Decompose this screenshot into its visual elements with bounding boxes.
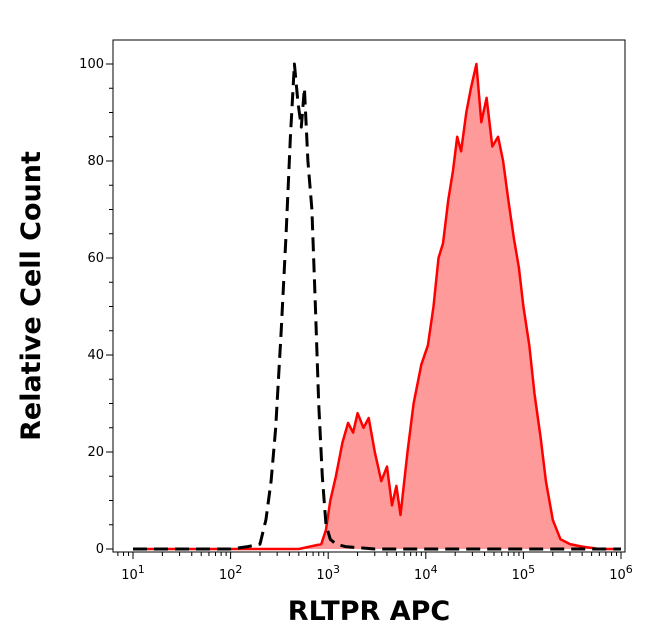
y-axis-title: Relative Cell Count [16, 151, 47, 441]
x-tick-label-2: 103 [316, 563, 340, 583]
y-tick-label-3: 60 [87, 251, 104, 266]
x-axis: 101 102 103 104 105 106 [117, 552, 633, 583]
plot-area-frame [112, 39, 626, 553]
y-tick-label-0: 0 [96, 542, 104, 557]
x-axis-title: RLTPR APC [288, 596, 450, 627]
y-tick-label-5: 100 [79, 57, 104, 72]
series-0-line [133, 62, 621, 551]
series-1-fill [133, 64, 621, 549]
y-axis: 0 20 40 60 80 100 [79, 57, 113, 557]
y-tick-label-1: 20 [87, 445, 104, 460]
x-tick-label-5: 106 [609, 563, 633, 583]
series-layer [133, 62, 621, 551]
y-tick-label-4: 80 [87, 154, 104, 169]
x-tick-label-1: 102 [219, 563, 243, 583]
x-tick-label-4: 105 [512, 563, 536, 583]
x-tick-label-0: 101 [121, 563, 145, 583]
x-tick-label-3: 104 [414, 563, 438, 583]
series-1-line [133, 62, 621, 551]
y-tick-label-2: 40 [87, 348, 104, 363]
